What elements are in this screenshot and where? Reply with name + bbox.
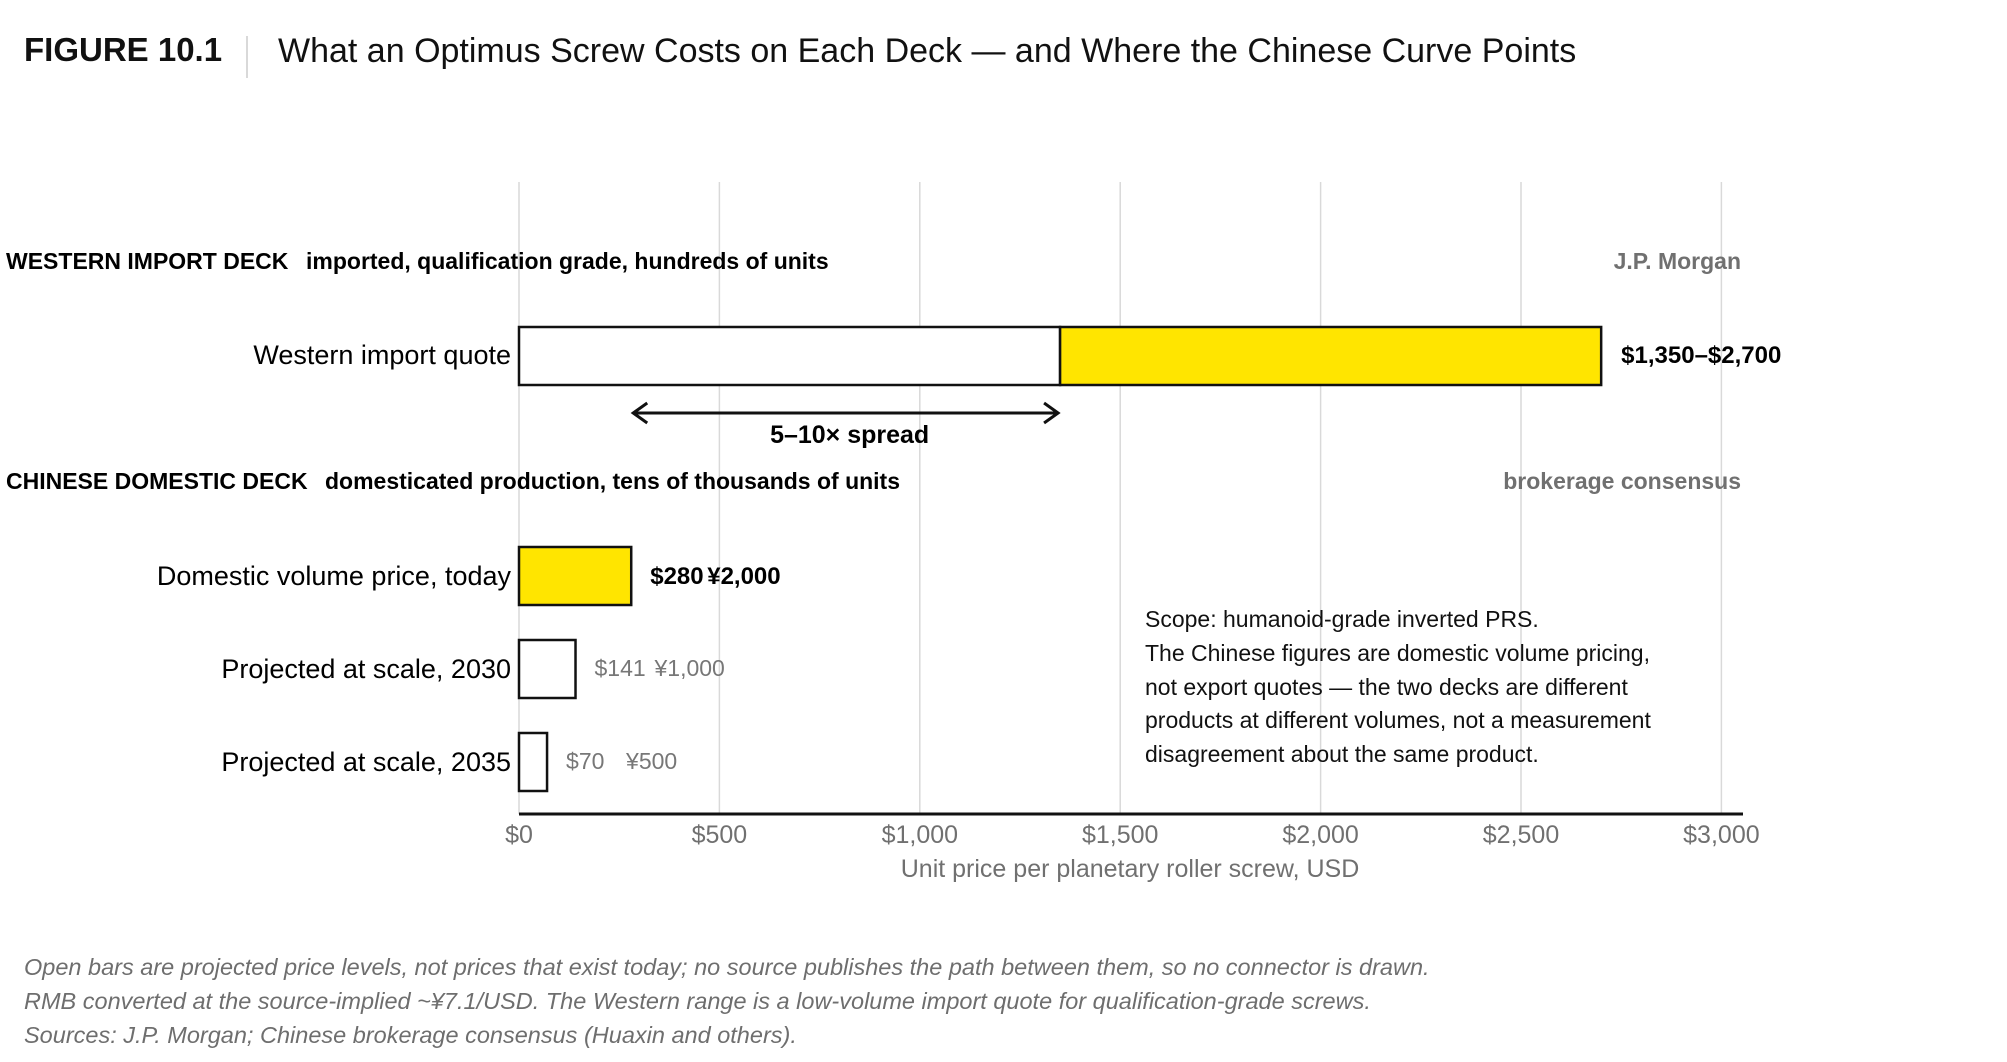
bar-projected-2035	[517, 731, 549, 793]
category-label-domestic-today: Domestic volume price, today	[157, 561, 512, 591]
category-label-projected-2030: Projected at scale, 2030	[221, 654, 511, 684]
spread-arrowhead-right	[1043, 401, 1061, 425]
x-axis-title: Unit price per planetary roller screw, U…	[901, 855, 1360, 883]
scope-note-line: products at different volumes, not a mea…	[1145, 707, 1651, 733]
scope-note: Scope: humanoid-grade inverted PRS. The …	[1145, 606, 1657, 767]
data-label-projected-2030-usd: $141	[595, 655, 646, 681]
deck-title-chinese: CHINESE DOMESTIC DECK	[6, 468, 308, 494]
data-label-projected-2035-usd: $70	[566, 748, 604, 774]
footnote-line: RMB converted at the source-implied ~¥7.…	[24, 988, 1371, 1014]
bar-domestic-today	[517, 545, 633, 607]
scope-note-line: disagreement about the same product.	[1145, 741, 1539, 767]
x-tick-label: $2,000	[1282, 821, 1358, 849]
category-label-projected-2035: Projected at scale, 2035	[221, 747, 511, 777]
spread-arrowhead-left	[630, 401, 649, 425]
data-label-projected-2030-rmb: ¥1,000	[654, 655, 725, 681]
bars	[517, 325, 1603, 793]
deck-subtitle-chinese: domesticated production, tens of thousan…	[325, 468, 900, 494]
deck-source-chinese: brokerage consensus	[1503, 468, 1741, 494]
x-tick-label: $0	[505, 821, 533, 849]
deck-subtitle-western: imported, qualification grade, hundreds …	[306, 248, 829, 274]
x-tick-label: $1,500	[1082, 821, 1158, 849]
figure-label: FIGURE 10.1	[24, 31, 222, 68]
footnote-line: Sources: J.P. Morgan; Chinese brokerage …	[24, 1022, 797, 1048]
x-tick-label: $1,000	[882, 821, 958, 849]
bar-projected-2030	[517, 638, 577, 700]
chart-title: What an Optimus Screw Costs on Each Deck…	[278, 32, 1576, 70]
data-label-domestic-today-usd: $280	[650, 563, 703, 590]
grid-lines	[518, 182, 1723, 814]
deck-title-western: WESTERN IMPORT DECK	[6, 248, 289, 274]
footnote-line: Open bars are projected price levels, no…	[24, 954, 1430, 980]
data-label-projected-2035-rmb: ¥500	[625, 748, 677, 774]
bar-western-baseline	[517, 325, 1062, 387]
footnotes: Open bars are projected price levels, no…	[24, 950, 1924, 1052]
chart: FIGURE 10.1 What an Optimus Screw Costs …	[6, 31, 1781, 883]
bar-western-range	[1058, 325, 1603, 387]
scope-note-line: not export quotes — the two decks are di…	[1145, 674, 1628, 700]
x-tick-label: $3,000	[1683, 821, 1759, 849]
deck-source-western: J.P. Morgan	[1614, 248, 1741, 274]
data-label-domestic-today-rmb: ¥2,000	[707, 563, 780, 590]
scope-note-line: Scope: humanoid-grade inverted PRS.	[1145, 606, 1539, 632]
x-tick-label: $2,500	[1483, 821, 1559, 849]
category-label-western-import-quote: Western import quote	[253, 340, 511, 370]
x-axis-ticks: $0 $500 $1,000 $1,500 $2,000 $2,500 $3,000	[505, 821, 1760, 849]
scope-note-line: The Chinese figures are domestic volume …	[1145, 640, 1650, 666]
data-label-western-range: $1,350–$2,700	[1621, 342, 1781, 369]
x-tick-label: $500	[692, 821, 748, 849]
spread-label: 5–10× spread	[770, 421, 929, 449]
